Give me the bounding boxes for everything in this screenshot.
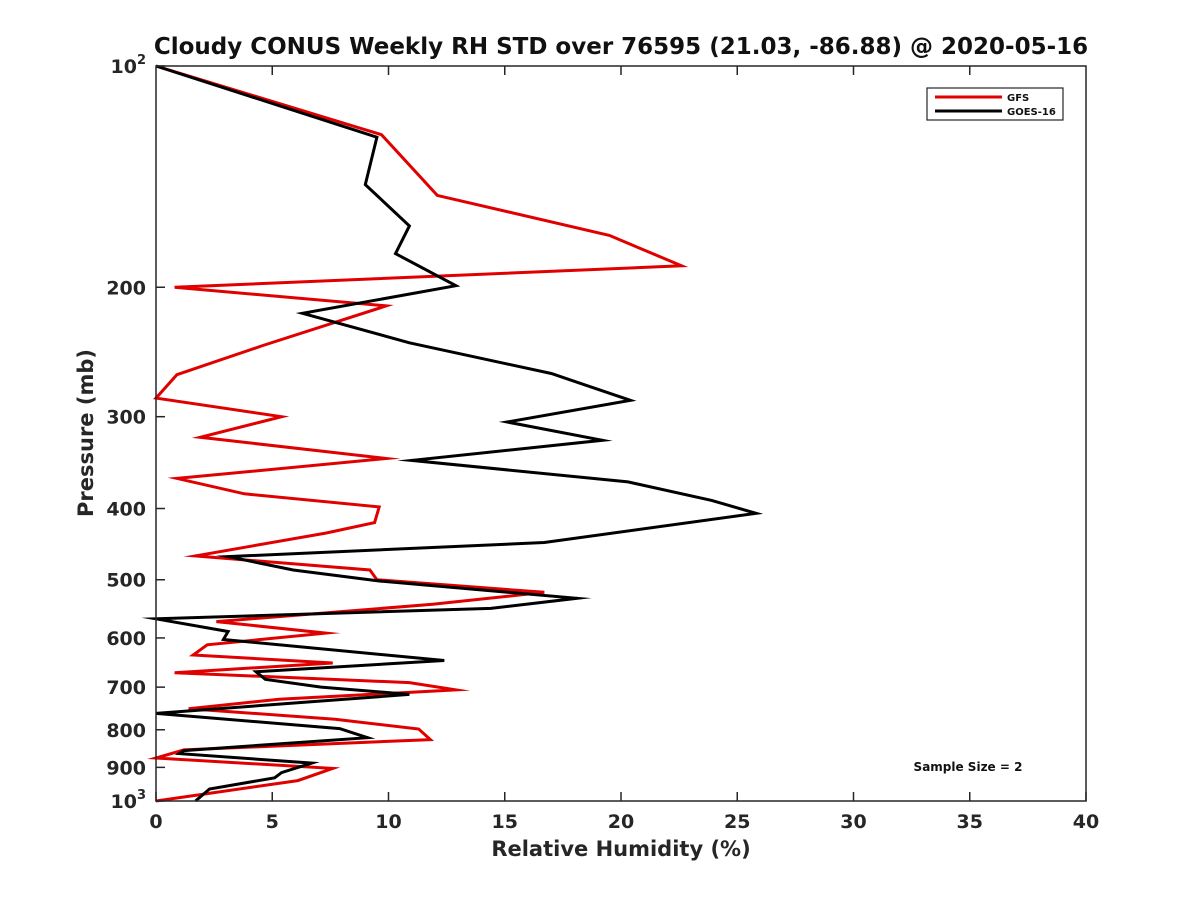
- y-tick-label: 800: [106, 720, 146, 742]
- series-line-gfs: [147, 64, 689, 803]
- sample-size-annotation: Sample Size = 2: [914, 760, 1023, 774]
- x-tick-label: 5: [266, 811, 279, 833]
- x-tick-label: 30: [840, 811, 866, 833]
- x-axis-label: Relative Humidity (%): [491, 837, 750, 861]
- series-layer: [141, 64, 764, 803]
- series-line-goes-16: [141, 64, 764, 803]
- x-tick-label: 20: [608, 811, 634, 833]
- y-tick-label: 102: [111, 53, 147, 78]
- y-tick-label: 900: [106, 757, 146, 779]
- legend-box: [926, 87, 1064, 121]
- x-tick-label: 25: [724, 811, 750, 833]
- y-tick-label: 400: [106, 499, 146, 521]
- chart-title: Cloudy CONUS Weekly RH STD over 76595 (2…: [154, 34, 1088, 60]
- y-tick-label: 500: [106, 570, 146, 592]
- x-tick-label: 35: [957, 811, 983, 833]
- y-axis-label: Pressure (mb): [74, 349, 98, 517]
- y-tick-label: 300: [106, 407, 146, 429]
- x-tick-label: 0: [149, 811, 162, 833]
- x-axis-ticks: 0 5 10 15 20 25 30 35 40: [149, 66, 1099, 833]
- legend: GFS GOES-16: [926, 87, 1064, 121]
- legend-label: GFS: [1007, 93, 1029, 104]
- y-tick-label: 103: [111, 788, 147, 813]
- legend-label: GOES-16: [1007, 107, 1056, 118]
- x-tick-label: 10: [375, 811, 401, 833]
- x-tick-label: 40: [1073, 811, 1099, 833]
- x-tick-label: 15: [492, 811, 518, 833]
- y-tick-label: 200: [106, 277, 146, 299]
- y-axis-ticks: 102 200 300 400 500 600 700 800 900 103: [106, 53, 165, 813]
- y-tick-label: 700: [106, 677, 146, 699]
- axes-frame: [155, 65, 1087, 802]
- y-tick-label: 600: [106, 628, 146, 650]
